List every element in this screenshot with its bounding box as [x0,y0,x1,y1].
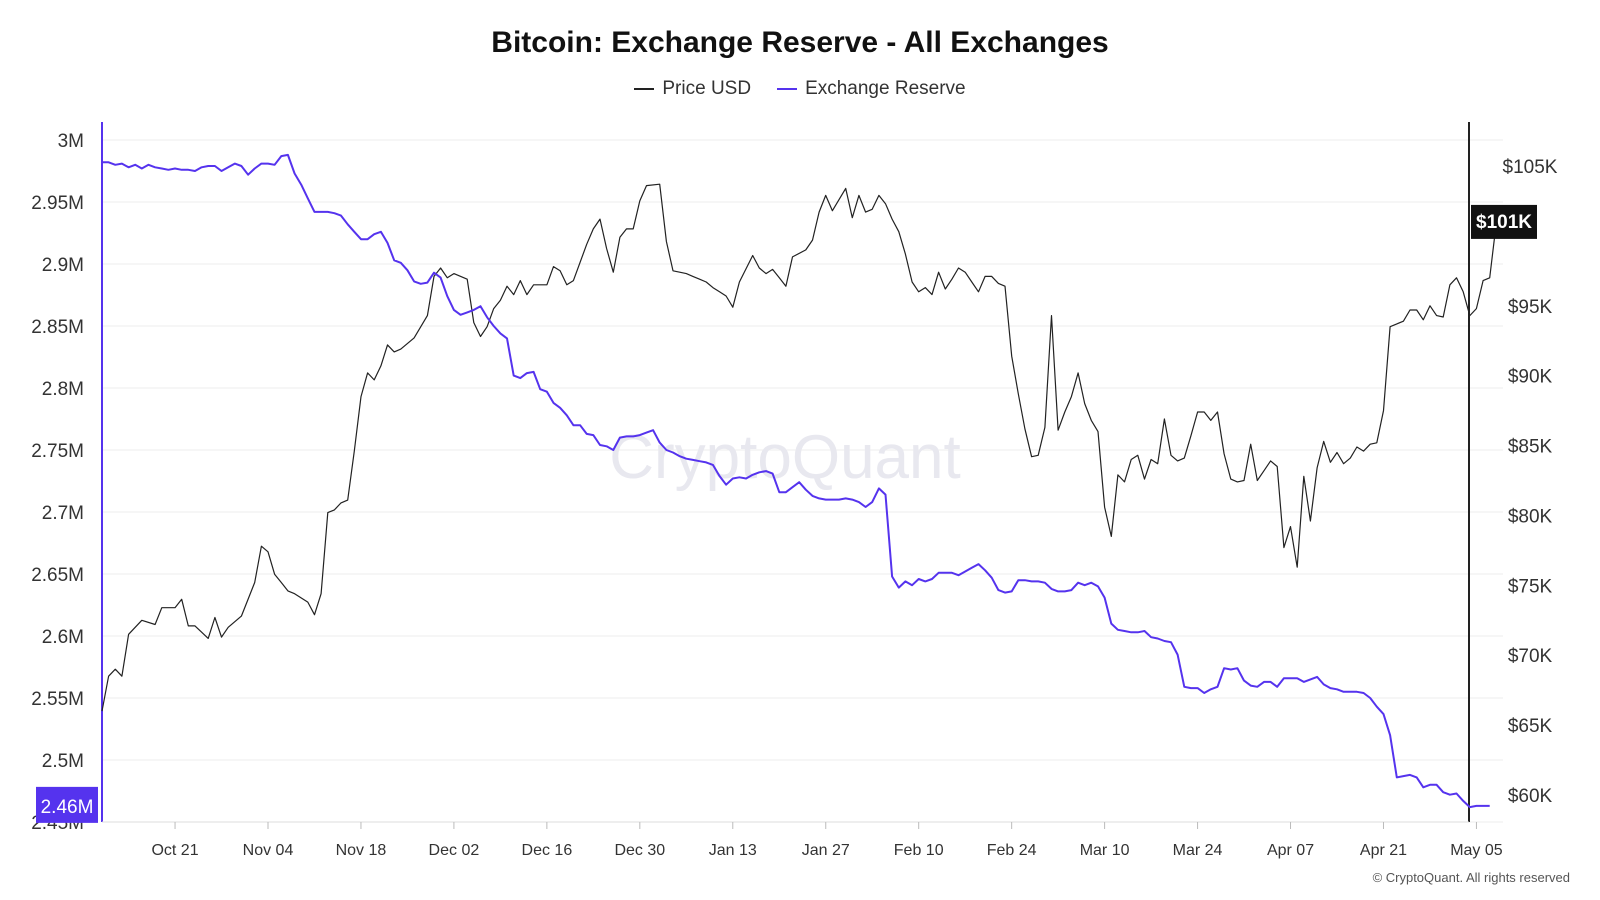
y-left-tick-label: 2.55M [31,689,84,710]
y-left-tick-label: 2.95M [31,193,84,214]
legend-swatch-price [634,88,655,90]
current-price-badge [1471,204,1537,239]
x-tick-label: Oct 21 [151,842,198,859]
legend-label-price: Price USD [662,78,752,99]
current-reserve-badge [36,786,98,823]
y-left-axis-ticks: 3M 2.95M 2.9M 2.85M 2.8M 2.75M 2.7M 2.65M 2.6M 2.… [31,131,84,834]
copyright-text: © CryptoQuant. All rights reserved [1372,870,1570,885]
y-right-tick-label: $65K [1508,716,1553,737]
y-right-tick-label: $95K [1508,297,1553,318]
y-right-tick-label: $80K [1508,506,1553,527]
y-right-tick-label: $70K [1508,646,1553,667]
legend-swatch-reserve [777,88,798,90]
x-tick-label: Mar 10 [1080,842,1130,859]
y-left-tick-label: 2.5M [42,751,84,772]
series-lines [101,153,1497,809]
x-tick-label: Dec 30 [614,842,665,859]
x-tick-label: Apr 21 [1360,842,1407,859]
y-right-axis-ticks: $105K $95K $90K $85K $80K $75K $70K $65K $60K [1503,157,1558,807]
series-line-exchange-reserve [102,153,1490,809]
x-tick-label: Dec 02 [429,842,480,859]
current-reserve-label: 2.46M [41,797,94,818]
x-tick-label: May 05 [1450,842,1503,859]
legend-item-price[interactable]: Price USD [634,78,751,100]
x-axis-ticks: Oct 21 Nov 04 Nov 18 Dec 02 Dec 16 Dec 30 Jan … [151,822,1503,859]
x-tick-label: Apr 07 [1267,842,1314,859]
y-left-tick-label: 2.6M [42,627,84,648]
chart-legend: Price USD Exchange Reserve [0,78,1600,100]
y-left-tick-label: 2.8M [42,379,84,400]
x-tick-label: Dec 16 [522,842,573,859]
y-left-tick-label: 2.65M [31,565,84,586]
legend-item-reserve[interactable]: Exchange Reserve [777,78,966,100]
y-left-tick-label: 2.7M [42,503,84,524]
y-left-tick-label: 2.85M [31,317,84,338]
watermark-text: CryptoQuant [609,423,961,492]
current-price-label: $101K [1476,212,1532,233]
x-tick-label: Jan 13 [709,842,757,859]
y-left-tick-label: 2.9M [42,255,84,276]
x-tick-label: Jan 27 [802,842,850,859]
y-right-tick-label: $75K [1508,576,1553,597]
y-right-tick-label: $90K [1508,367,1553,388]
x-tick-label: Nov 18 [336,842,387,859]
series-line-price-usd [101,183,1497,712]
axes [101,122,1470,823]
x-tick-label: Mar 24 [1173,842,1223,859]
x-tick-label: Feb 24 [987,842,1037,859]
chart-title: Bitcoin: Exchange Reserve - All Exchange… [491,26,1109,59]
y-left-tick-label: 3M [58,131,84,152]
current-value-badges: 2.46M $101K [36,204,1537,823]
legend-label-reserve: Exchange Reserve [805,78,966,99]
y-right-tick-label: $85K [1508,437,1553,458]
x-tick-label: Feb 10 [894,842,944,859]
y-right-tick-label: $60K [1508,786,1553,807]
x-tick-label: Nov 04 [243,842,294,859]
y-right-tick-label: $105K [1503,157,1558,178]
y-left-tick-label: 2.75M [31,441,84,462]
